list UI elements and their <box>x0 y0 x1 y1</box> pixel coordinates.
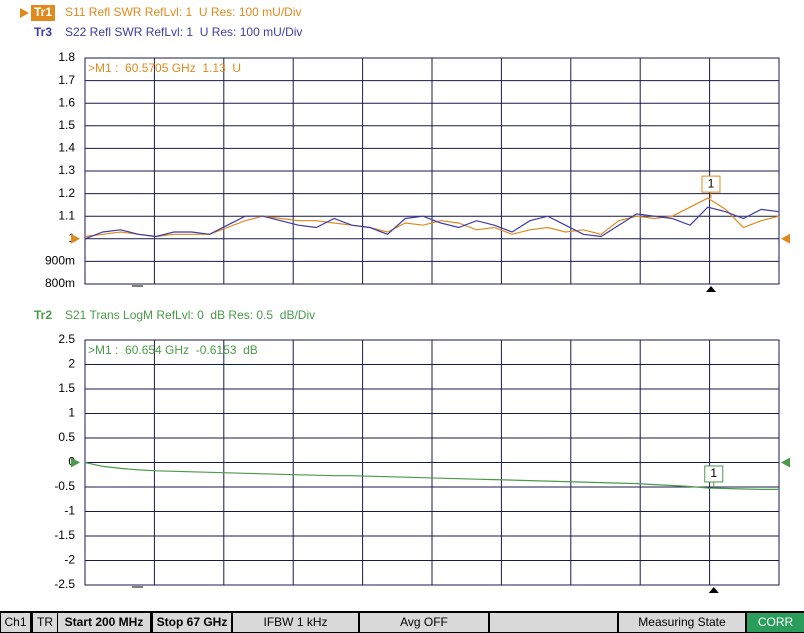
status-text: Start 200 MHz <box>65 615 144 629</box>
status-text: TR <box>37 615 53 629</box>
trace-line <box>84 461 779 490</box>
trace-name: Tr2 <box>34 308 52 322</box>
y-tick-label: -1 <box>64 504 75 518</box>
marker-label: 1 <box>710 466 717 480</box>
y-tick-label: 900m <box>45 254 75 268</box>
status-cell <box>33 613 57 632</box>
y-tick-label: 1.6 <box>58 95 75 109</box>
status-empty-cell <box>490 613 617 632</box>
y-tick-label: 1.5 <box>58 118 75 132</box>
y-tick-label: 1.3 <box>58 163 75 177</box>
marker-readout: >M1 : 60.654 GHz -0.6153 dB <box>88 343 258 357</box>
y-tick-label: -0.5 <box>54 479 75 493</box>
status-text: Avg OFF <box>400 615 448 629</box>
y-tick-label: 2.5 <box>58 332 75 346</box>
y-tick-label: -1.5 <box>54 528 75 542</box>
reference-arrow-right <box>781 457 790 468</box>
trace-line <box>84 206 780 240</box>
status-cell <box>233 613 358 632</box>
trace-name: Tr3 <box>34 25 52 39</box>
trace-description: S11 Refl SWR RefLvl: 1 U Res: 100 mU/Div <box>65 5 302 19</box>
status-cell <box>1 613 30 632</box>
status-text: Measuring State <box>638 615 726 629</box>
y-tick-label: 2 <box>68 357 75 371</box>
trace-badge <box>31 5 55 21</box>
status-cell <box>747 613 804 632</box>
marker-position-arrow <box>705 286 716 292</box>
y-tick-label: 1.7 <box>58 73 75 87</box>
reference-arrow-left <box>71 457 80 468</box>
marker-box <box>704 465 724 483</box>
y-tick-label: 0.5 <box>58 430 75 444</box>
status-cell <box>360 613 488 632</box>
reference-arrow-right <box>781 233 790 244</box>
reference-arrow-left <box>71 233 80 244</box>
status-cell <box>58 613 150 632</box>
y-tick-label: 1.1 <box>58 208 75 222</box>
y-tick-label: 800m <box>45 276 75 290</box>
status-text: Ch1 <box>4 615 26 629</box>
trace-description: S21 Trans LogM RefLvl: 0 dB Res: 0.5 dB/… <box>65 308 315 322</box>
y-tick-label: -2 <box>64 553 75 567</box>
marker-box <box>701 175 721 193</box>
status-text: IFBW 1 kHz <box>263 615 327 629</box>
y-tick-label: 1.8 <box>58 50 75 64</box>
active-trace-arrow <box>20 8 29 18</box>
status-cell <box>153 613 231 632</box>
y-tick-label: -2.5 <box>54 577 75 591</box>
marker-position-arrow <box>708 587 719 593</box>
trace-name: Tr1 <box>34 5 52 19</box>
y-tick-label: 1.5 <box>58 381 75 395</box>
status-text: Stop 67 GHz <box>157 615 228 629</box>
marker-label: 1 <box>708 176 715 190</box>
y-tick-label: 1.4 <box>58 141 75 155</box>
y-tick-label: 1.2 <box>58 186 75 200</box>
status-text: CORR <box>758 615 794 629</box>
status-cell <box>619 613 745 632</box>
y-tick-label: 1 <box>68 406 75 420</box>
marker-readout: >M1 : 60.5705 GHz 1.13 U <box>88 61 241 75</box>
trace-description: S22 Refl SWR RefLvl: 1 U Res: 100 mU/Div <box>65 25 302 39</box>
